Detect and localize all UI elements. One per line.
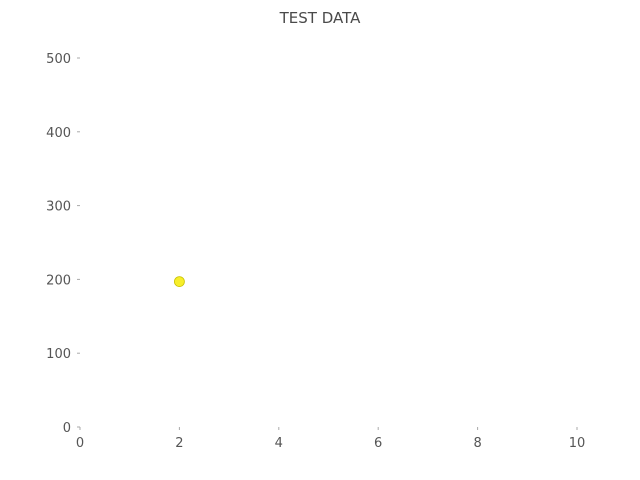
y-tick-label: 300 <box>46 200 71 215</box>
x-tick-label: 4 <box>275 436 283 451</box>
x-tick-label: 0 <box>76 436 84 451</box>
x-tick-label: 8 <box>473 436 481 451</box>
x-tick-label: 2 <box>175 436 183 451</box>
y-axis: 0 100 200 300 400 500 <box>46 52 80 436</box>
y-tick-label: 0 <box>63 421 71 436</box>
x-tick-label: 6 <box>374 436 382 451</box>
x-tick-label: 10 <box>569 436 586 451</box>
chart-title: TEST DATA <box>279 9 361 27</box>
y-tick-label: 100 <box>46 347 71 362</box>
x-axis: 0 2 4 6 8 10 <box>76 427 585 451</box>
y-tick-label: 200 <box>46 273 71 288</box>
y-tick-label: 400 <box>46 126 71 141</box>
data-points <box>173 276 185 288</box>
data-point <box>173 276 185 288</box>
y-tick-label: 500 <box>46 52 71 67</box>
